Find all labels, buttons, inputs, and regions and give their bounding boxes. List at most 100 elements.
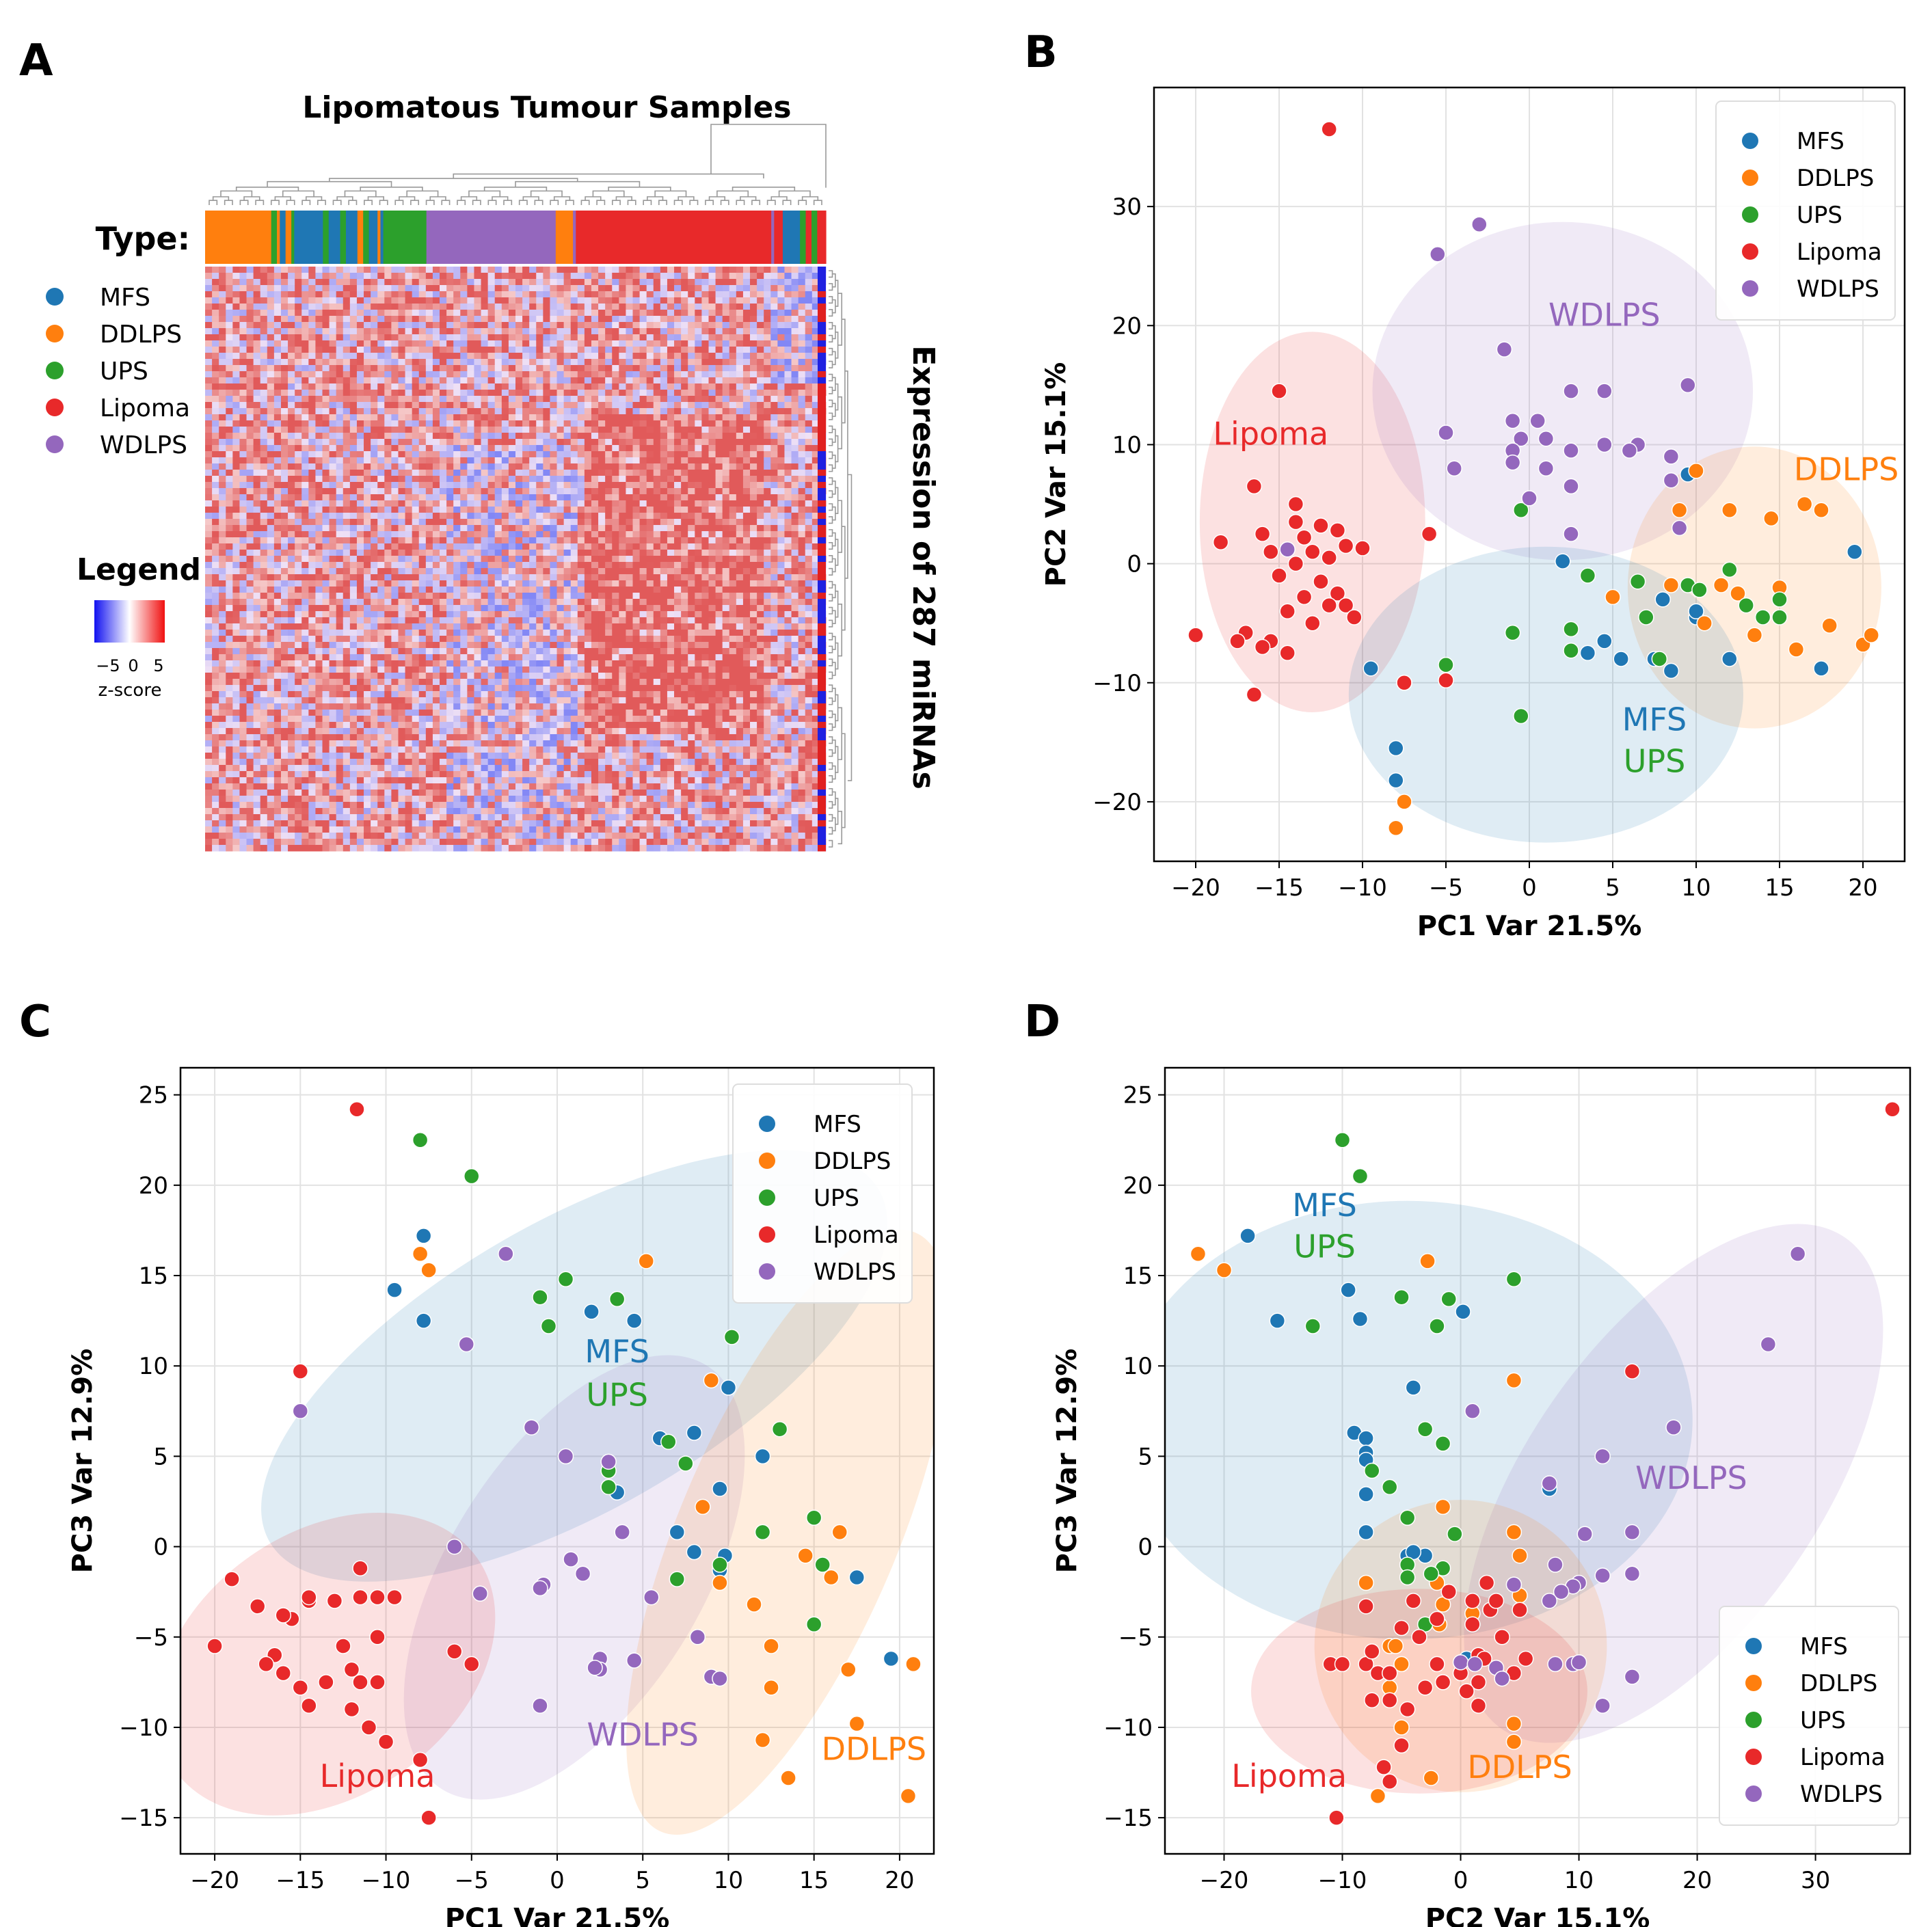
data-point-mfs [1358,1430,1374,1446]
group-annotation-ddlps: DDLPS [1794,451,1899,488]
heatmap-matrix [205,267,827,852]
data-point-wdlps [1494,1670,1510,1687]
type-bar-segment-lipoma [774,211,783,264]
data-point-wdlps [643,1589,660,1606]
data-point-wdlps [498,1245,514,1263]
colorbar-tick: 0 [128,656,138,675]
data-point-wdlps [712,1670,728,1687]
data-point-ddlps [905,1656,922,1673]
data-point-ups [532,1289,548,1306]
data-point-lipoma [1304,615,1321,632]
data-point-wdlps [1452,1654,1469,1671]
confidence-ellipse-wdlps [1464,1224,1883,1743]
data-point-mfs [712,1481,728,1497]
type-bar-segment-ddlps [555,211,574,264]
data-point-ups [1364,1462,1380,1479]
data-point-ups [1434,1436,1451,1452]
type-bar-segment-lipoma [576,211,772,264]
data-point-ups [1579,567,1596,584]
data-point-ddlps [412,1245,429,1263]
data-point-mfs [1613,651,1629,667]
data-point-ddlps [1387,1638,1404,1654]
y-tick-label: 20 [1112,312,1142,340]
data-point-ups [540,1318,557,1334]
data-point-wdlps [1541,1593,1558,1609]
data-point-lipoma [301,1697,317,1714]
data-point-ddlps [1863,627,1879,643]
legend-marker-mfs [46,288,64,306]
data-point-wdlps [532,1580,548,1597]
group-annotation-ups: UPS [1624,742,1686,779]
data-point-lipoma [1271,383,1287,399]
data-point-mfs [848,1569,866,1586]
y-tick-label: −10 [119,1714,168,1742]
data-point-lipoma [1263,543,1279,560]
data-point-ddlps [1746,627,1763,643]
y-tick-label: −20 [1092,789,1142,816]
data-point-lipoma [343,1661,360,1678]
data-point-ups [754,1524,771,1541]
data-point-wdlps [1464,1403,1481,1420]
data-point-ddlps [1505,1372,1522,1389]
data-point-wdlps [446,1538,463,1555]
confidence-ellipse-ddlps [1314,1500,1607,1792]
legend-marker-ddlps [1745,1675,1762,1691]
y-tick-label: 5 [1138,1443,1153,1470]
x-tick-label: 10 [1564,1867,1594,1894]
y-tick-label: −15 [1103,1805,1153,1832]
x-tick-label: 5 [1605,874,1620,902]
y-tick-label: 20 [139,1172,168,1200]
data-point-ups [1771,591,1788,608]
data-point-lipoma [352,1589,368,1606]
data-point-ddlps [1813,502,1829,518]
data-point-wdlps [1671,520,1688,537]
data-point-lipoma [1279,603,1296,620]
group-annotation-ddlps: DDLPS [1467,1749,1572,1785]
heatmap-type-legend: MFS DDLPS UPS Lipoma WDLPS [46,284,190,459]
legend-label-ddlps: DDLPS [100,321,182,349]
data-point-ups [1447,1526,1463,1542]
confidence-ellipse-lipoma [180,1513,496,1816]
legend-marker-lipoma [759,1226,775,1243]
data-point-lipoma [1296,589,1313,606]
data-point-ups [1399,1569,1416,1586]
y-tick-label: 10 [139,1353,168,1380]
x-tick-label: −5 [1429,874,1463,902]
data-point-ups [1381,1479,1398,1496]
data-point-lipoma [1464,1593,1481,1609]
data-point-wdlps [1596,383,1613,399]
legend-box [1715,100,1896,321]
pca-pc2-pc3-panel: MFS UPS WDLPS DDLPS Lipoma −20 −10 0 10 20 30 −15 −1… [1051,1066,1911,1927]
data-point-lipoma [1354,540,1371,556]
y-tick-label: 10 [1123,1353,1153,1380]
data-point-lipoma [1624,1363,1641,1379]
type-bar-segment-ddlps [277,211,280,264]
data-point-ups [1423,1565,1440,1582]
data-point-ddlps [712,1574,728,1591]
data-point-lipoma [1328,1809,1345,1826]
data-point-ddlps [1605,589,1621,606]
data-point-lipoma [1488,1593,1505,1609]
data-point-lipoma [1393,1619,1410,1636]
group-annotation-wdlps: WDLPS [1548,296,1660,333]
data-point-ups [805,1616,822,1633]
group-annotation-mfs: MFS [1292,1187,1357,1224]
data-point-ups [771,1420,788,1438]
data-point-ups [557,1271,574,1288]
data-point-lipoma [1246,478,1263,495]
x-tick-label: −10 [1318,1867,1367,1894]
data-point-ups [1638,609,1654,625]
x-tick-label: 10 [714,1867,743,1894]
data-point-lipoma [1478,1574,1495,1591]
data-point-ddlps [1423,1770,1440,1786]
data-point-lipoma [292,1680,309,1696]
group-annotation-ups: UPS [586,1376,648,1413]
x-axis-label: PC1 Var 21.5% [1417,911,1642,942]
data-point-ddlps [1505,1734,1522,1750]
data-point-wdlps [1563,526,1579,542]
data-point-ups [660,1433,677,1450]
x-tick-label: 20 [1682,1867,1712,1894]
series-wdlps [1279,216,1696,558]
data-point-ddlps [1713,577,1730,593]
data-point-lipoma [464,1656,480,1673]
